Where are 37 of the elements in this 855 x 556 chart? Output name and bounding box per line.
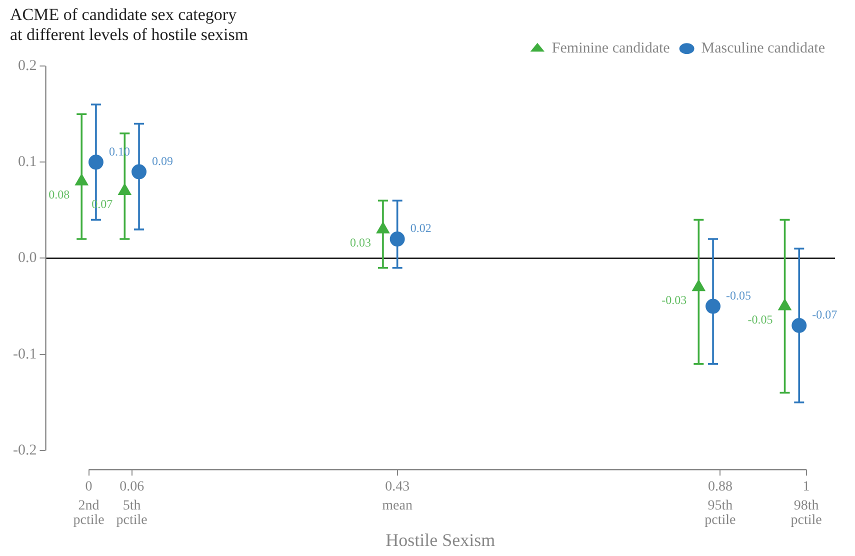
text: 5th pctile xyxy=(116,498,148,528)
text: mean xyxy=(382,498,412,514)
point xyxy=(118,183,132,195)
y-tick-label: 0.1 xyxy=(18,154,37,170)
point xyxy=(778,298,792,310)
text: 2nd pctile xyxy=(73,498,104,528)
data-label: 0.08 xyxy=(48,188,70,202)
x-tick-label: 1 xyxy=(802,480,810,495)
x-axis-title: Hostile Sexism xyxy=(386,530,496,550)
text: 95th pctile xyxy=(704,498,736,528)
point xyxy=(376,222,390,234)
point xyxy=(706,298,721,314)
data-label: 0.02 xyxy=(410,221,432,236)
point xyxy=(132,164,147,180)
data-label: -0.03 xyxy=(662,293,687,308)
chart-title: ACME of candidate sex category at different levels of hostile sexism xyxy=(10,5,248,44)
x-tick-label: 0.43 xyxy=(385,480,410,495)
y-tick-label: -0.1 xyxy=(12,346,37,362)
point xyxy=(75,174,88,186)
x-tick-label: 0.88 xyxy=(708,480,732,495)
x-tick-label: 0.06 xyxy=(120,480,144,495)
point xyxy=(692,280,706,292)
data-label: -0.05 xyxy=(748,312,773,326)
text: 98th pctile xyxy=(790,498,822,528)
point xyxy=(88,154,104,170)
legend-label: Masculine candidate xyxy=(701,40,826,57)
y-tick-label: 0.0 xyxy=(18,250,37,266)
data-label: -0.07 xyxy=(812,308,838,322)
point xyxy=(390,232,405,247)
data-label: 0.09 xyxy=(152,154,174,168)
data-label: 0.03 xyxy=(350,236,371,250)
x-tick-label: 0 xyxy=(85,480,92,495)
legend-label: Feminine candidate xyxy=(552,40,670,57)
data-label: -0.05 xyxy=(726,288,752,302)
y-tick-label: -0.2 xyxy=(12,442,37,458)
y-tick-label: 0.2 xyxy=(18,58,37,74)
point xyxy=(792,318,807,333)
